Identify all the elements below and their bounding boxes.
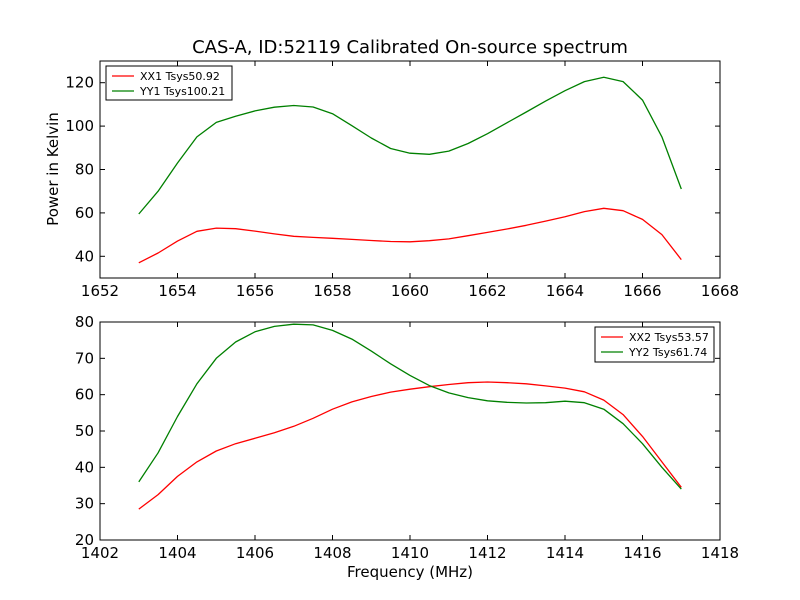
bottom-spectrum-panel: Frequency (MHz) 1402 1404 1406 1408 1410 1412… [75, 313, 739, 581]
x-tick-label: 1656 [236, 282, 274, 300]
y-tick-label: 70 [75, 349, 94, 367]
chart-title: CAS-A, ID:52119 Calibrated On-source spe… [192, 37, 628, 58]
x-tick-label: 1418 [701, 544, 739, 562]
y-tick-label: 60 [75, 204, 94, 222]
y-tick-label: 80 [75, 313, 94, 331]
x-tick-label: 1408 [313, 544, 351, 562]
x-tick-group: 1652 1654 1656 1658 1660 1662 1664 1666 1668 [81, 61, 739, 300]
y-tick-label: 20 [75, 531, 94, 549]
legend: XX1 Tsys50.92 YY1 Tsys100.21 [105, 65, 233, 101]
x-tick-label: 1660 [391, 282, 429, 300]
y-axis-label: Power in Kelvin [44, 112, 62, 226]
x-tick-label: 1404 [158, 544, 196, 562]
series-line-yy1 [138, 76, 682, 215]
x-tick-label: 1654 [158, 282, 196, 300]
x-tick-label: 1668 [701, 282, 739, 300]
x-tick-group: 1402 1404 1406 1408 1410 1412 1414 1416 1418 [81, 322, 739, 562]
x-tick-label: 1658 [313, 282, 351, 300]
y-tick-label: 80 [75, 161, 94, 179]
x-tick-label: 1406 [236, 544, 274, 562]
series-line-xx2 [138, 381, 682, 510]
legend-entry: XX1 Tsys50.92 [140, 70, 220, 83]
x-tick-label: 1662 [468, 282, 506, 300]
series-line-xx1 [138, 207, 682, 264]
x-tick-label: 1664 [546, 282, 584, 300]
x-tick-label: 1414 [546, 544, 584, 562]
legend-box [594, 326, 715, 363]
y-tick-label: 50 [75, 422, 94, 440]
x-tick-label: 1416 [623, 544, 661, 562]
y-tick-label: 40 [75, 458, 94, 476]
x-tick-label: 1666 [623, 282, 661, 300]
x-axis-label: Frequency (MHz) [347, 563, 473, 581]
legend-entry: XX2 Tsys53.57 [629, 331, 709, 344]
x-tick-label: 1410 [391, 544, 429, 562]
series-group [138, 76, 682, 264]
series-line-yy2 [138, 323, 682, 490]
y-tick-label: 60 [75, 386, 94, 404]
legend: XX2 Tsys53.57 YY2 Tsys61.74 [594, 326, 715, 363]
x-tick-label: 1652 [81, 282, 119, 300]
legend-box [105, 65, 233, 101]
top-spectrum-panel: Power in Kelvin 1652 1654 1656 1658 1660 1662… [44, 60, 739, 300]
x-tick-label: 1402 [81, 544, 119, 562]
legend-entry: YY1 Tsys100.21 [139, 85, 225, 98]
x-tick-label: 1412 [468, 544, 506, 562]
legend-entry: YY2 Tsys61.74 [628, 346, 707, 359]
series-group [138, 323, 682, 510]
y-tick-group: 40 60 80 100 120 [65, 74, 720, 265]
y-tick-label: 30 [75, 495, 94, 513]
y-tick-group: 20 30 40 50 60 70 80 [75, 313, 720, 549]
y-tick-label: 100 [65, 117, 94, 135]
y-tick-label: 120 [65, 74, 94, 92]
y-tick-label: 40 [75, 247, 94, 265]
